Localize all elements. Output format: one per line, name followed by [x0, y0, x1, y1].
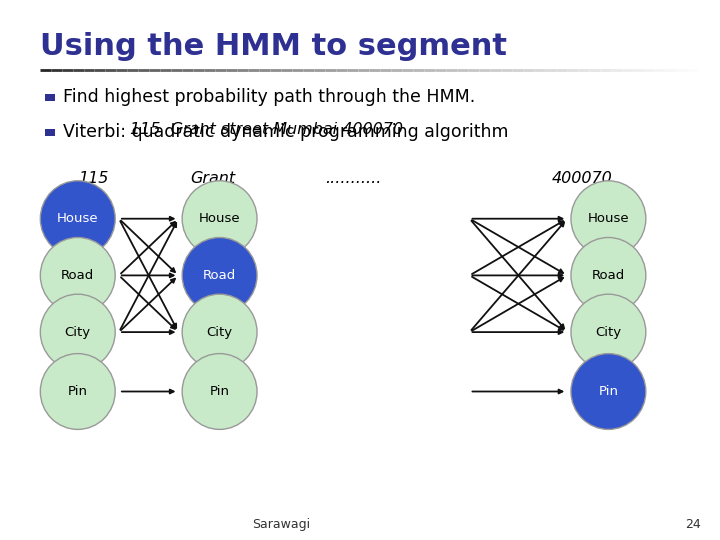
Text: Pin: Pin — [68, 385, 88, 398]
Text: City: City — [207, 326, 233, 339]
Ellipse shape — [40, 294, 115, 370]
Bar — [45, 129, 55, 136]
Text: Grant: Grant — [190, 171, 235, 186]
Text: City: City — [595, 326, 621, 339]
Ellipse shape — [182, 294, 257, 370]
Text: Pin: Pin — [210, 385, 230, 398]
Text: 115  Grant street Mumbai 400070: 115 Grant street Mumbai 400070 — [130, 122, 403, 137]
Ellipse shape — [571, 238, 646, 313]
Text: Sarawagi: Sarawagi — [252, 518, 310, 531]
Ellipse shape — [182, 181, 257, 256]
Ellipse shape — [571, 294, 646, 370]
Ellipse shape — [40, 238, 115, 313]
Ellipse shape — [182, 354, 257, 429]
Text: Pin: Pin — [598, 385, 618, 398]
Text: House: House — [57, 212, 99, 225]
Ellipse shape — [571, 354, 646, 429]
Ellipse shape — [571, 181, 646, 256]
Text: 24: 24 — [685, 518, 701, 531]
Text: City: City — [65, 326, 91, 339]
Ellipse shape — [40, 354, 115, 429]
Text: 115: 115 — [78, 171, 108, 186]
Text: Road: Road — [592, 269, 625, 282]
Ellipse shape — [40, 181, 115, 256]
Text: Find highest probability path through the HMM.: Find highest probability path through th… — [63, 88, 475, 106]
Text: Road: Road — [203, 269, 236, 282]
Ellipse shape — [182, 238, 257, 313]
Text: Using the HMM to segment: Using the HMM to segment — [40, 32, 507, 62]
Text: ...........: ........... — [325, 171, 381, 186]
Bar — [45, 94, 55, 100]
Text: Viterbi: quadratic dynamic programming algorithm: Viterbi: quadratic dynamic programming a… — [63, 123, 508, 141]
Text: Road: Road — [61, 269, 94, 282]
Text: 400070: 400070 — [552, 171, 612, 186]
Text: House: House — [588, 212, 629, 225]
Text: House: House — [199, 212, 240, 225]
